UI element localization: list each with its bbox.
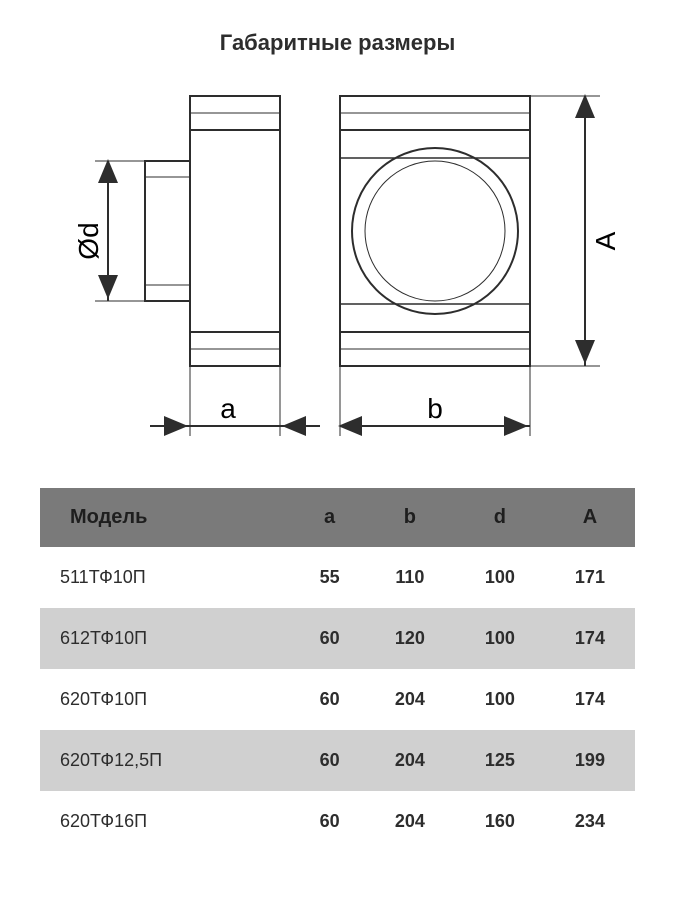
label-A: A [590,231,621,250]
dim-a: a [150,366,320,436]
col-d: d [455,488,545,547]
right-view [340,96,530,366]
left-view [145,96,280,366]
label-a: a [220,393,236,424]
page-title: Габаритные размеры [40,30,635,56]
col-b: b [365,488,455,547]
dimension-diagram: a Ød [40,76,635,476]
table-row: 620ТФ12,5П 60 204 125 199 [40,730,635,791]
table-row: 620ТФ10П 60 204 100 174 [40,669,635,730]
table-header-row: Модель a b d A [40,488,635,547]
table-row: 511ТФ10П 55 110 100 171 [40,547,635,608]
col-A: A [545,488,635,547]
label-d: Ød [73,222,104,259]
table-row: 620ТФ16П 60 204 160 234 [40,791,635,852]
col-model: Модель [40,488,294,547]
dim-d: Ød [73,161,145,301]
dim-A: A [530,96,621,366]
dimensions-table: Модель a b d A 511ТФ10П 55 110 100 171 6… [40,488,635,852]
label-b: b [427,393,443,424]
col-a: a [294,488,364,547]
dim-b: b [340,366,530,436]
table-row: 612ТФ10П 60 120 100 174 [40,608,635,669]
